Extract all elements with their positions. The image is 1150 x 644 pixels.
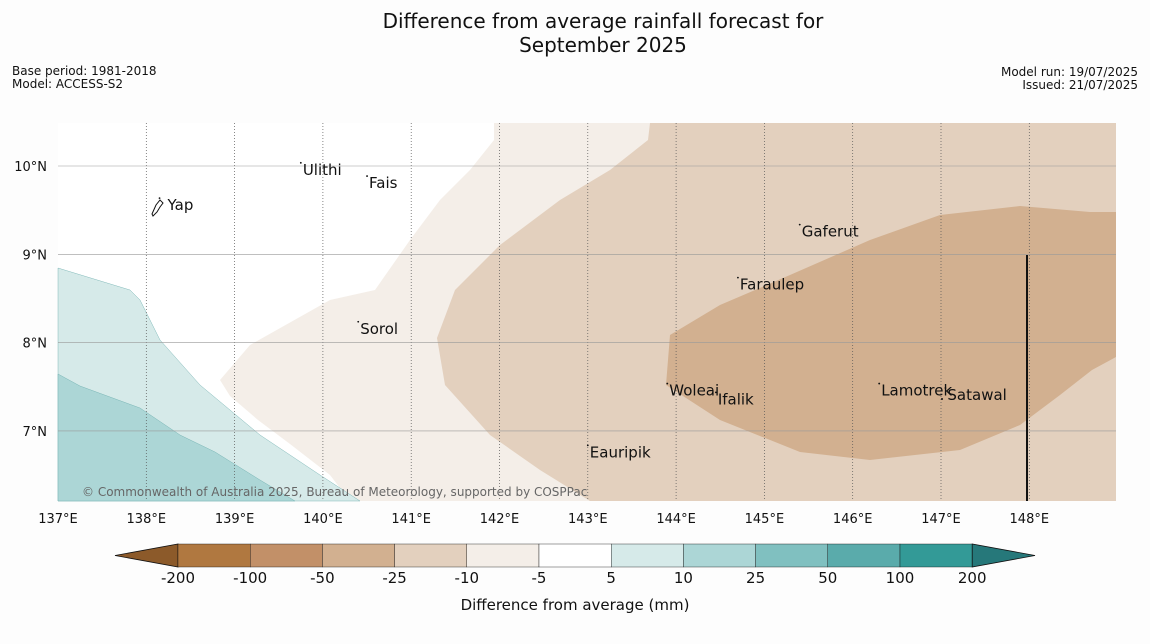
colorbar-title: Difference from average (mm) (461, 596, 690, 614)
place-marker (878, 382, 881, 385)
meta-left: Base period: 1981-2018 Model: ACCESS-S2 (12, 65, 157, 91)
lat-tick-label: 10°N (14, 160, 47, 175)
colorbar-segment (611, 543, 684, 568)
colorbar-label: 10 (674, 569, 693, 587)
colorbar-label: 200 (958, 569, 987, 587)
map-title: Difference from average rainfall forecas… (0, 9, 1150, 57)
place-label-yap: Yap (167, 196, 194, 214)
island-dot (941, 398, 943, 400)
place-marker (666, 382, 669, 385)
colorbar-extend-low (114, 543, 179, 568)
colorbar-label: -200 (161, 569, 195, 587)
lat-tick-label: 8°N (23, 337, 48, 352)
longitude-tick-labels: 137°E 138°E 139°E 140°E 141°E 142°E 143°E 144°E… (38, 512, 1049, 527)
place-label-fais: Fais (369, 174, 398, 192)
colorbar-segment (755, 543, 828, 568)
title-line-1: Difference from average rainfall forecas… (382, 9, 824, 33)
lon-tick-label: 145°E (745, 512, 785, 527)
lat-tick-label: 7°N (23, 425, 48, 440)
lon-tick-label: 147°E (921, 512, 961, 527)
place-marker (714, 391, 717, 394)
colorbar-label: -10 (455, 569, 480, 587)
colorbar-segment (249, 543, 323, 568)
place-label-eauripik: Eauripik (590, 443, 651, 461)
lon-tick-label: 144°E (656, 512, 696, 527)
model-name: Model: ACCESS-S2 (12, 77, 124, 91)
map-frame: © Commonwealth of Australia 2025, Bureau… (57, 123, 1116, 502)
place-marker (299, 161, 302, 164)
colorbar-label: -100 (233, 569, 267, 587)
yap-island-icon (151, 199, 164, 217)
latitude-gridlines (58, 165, 1116, 432)
longitude-gridlines (145, 123, 1030, 501)
place-marker (944, 387, 947, 389)
base-period: Base period: 1981-2018 (12, 64, 157, 78)
place-label-sorol: Sorol (360, 320, 398, 338)
colorbar-segment (899, 543, 973, 568)
colorbar-label: -25 (382, 569, 407, 587)
place-marker (586, 444, 589, 447)
lon-tick-label: 138°E (127, 512, 167, 527)
zone-plus-10 (57, 373, 296, 502)
lon-tick-label: 143°E (568, 512, 608, 527)
colorbar-segment (394, 543, 468, 568)
colorbar-segment (177, 543, 251, 568)
colorbar-segment (322, 543, 395, 568)
place-label-satawal: Satawal (947, 386, 1006, 404)
lon-tick-label: 142°E (480, 512, 520, 527)
colorbar-label: 50 (818, 569, 837, 587)
model-run: Model run: 19/07/2025 (1000, 65, 1138, 79)
place-marker (357, 320, 360, 323)
place-label-lamotrek: Lamotrek (881, 382, 952, 400)
place-label-woleai: Woleai (669, 382, 719, 400)
colorbar-extend-high (971, 543, 1036, 568)
zone-minus-25 (666, 206, 1116, 460)
colorbar-segment (683, 543, 756, 568)
lon-tick-label: 139°E (215, 512, 255, 527)
colorbar-label: -50 (310, 569, 335, 587)
colorbar-segment (827, 543, 901, 568)
colorbar-label: 25 (746, 569, 765, 587)
colorbar-label: -5 (532, 569, 547, 587)
lon-tick-label: 141°E (391, 512, 431, 527)
issued-date: Issued: 21/07/2025 (1022, 78, 1138, 92)
place-label-ifalik: Ifalik (718, 390, 754, 408)
place-marker (798, 223, 801, 226)
colorbar-segment (466, 543, 540, 568)
lon-tick-label: 148°E (1010, 512, 1050, 527)
copyright-text: © Commonwealth of Australia 2025, Bureau… (82, 485, 587, 499)
place-label-gaferut: Gaferut (802, 223, 859, 241)
lon-tick-label: 137°E (38, 512, 78, 527)
place-labels: Ulithi Fais Yap Gaferut Faraulep Sorol Lamotre… (158, 161, 1007, 461)
place-label-ulithi: Ulithi (303, 161, 342, 179)
latitude-tick-labels: 10°N 9°N 8°N 7°N (14, 160, 47, 440)
place-marker (737, 276, 739, 279)
place-marker (158, 197, 161, 200)
place-label-faraulep: Faraulep (740, 276, 804, 294)
colorbar-label: 5 (606, 569, 616, 587)
colorbar: -200 -100 -50 -25 -10 -5 5 10 25 50 100 200 (114, 543, 1036, 587)
lon-tick-label: 140°E (303, 512, 343, 527)
colorbar-segment (538, 543, 612, 568)
lon-tick-label: 146°E (833, 512, 873, 527)
lat-tick-label: 9°N (23, 248, 48, 263)
title-line-2: September 2025 (519, 33, 687, 57)
meta-right: Model run: 19/07/2025 Issued: 21/07/2025 (1001, 66, 1138, 92)
place-marker (366, 175, 368, 177)
colorbar-label: 100 (886, 569, 915, 587)
